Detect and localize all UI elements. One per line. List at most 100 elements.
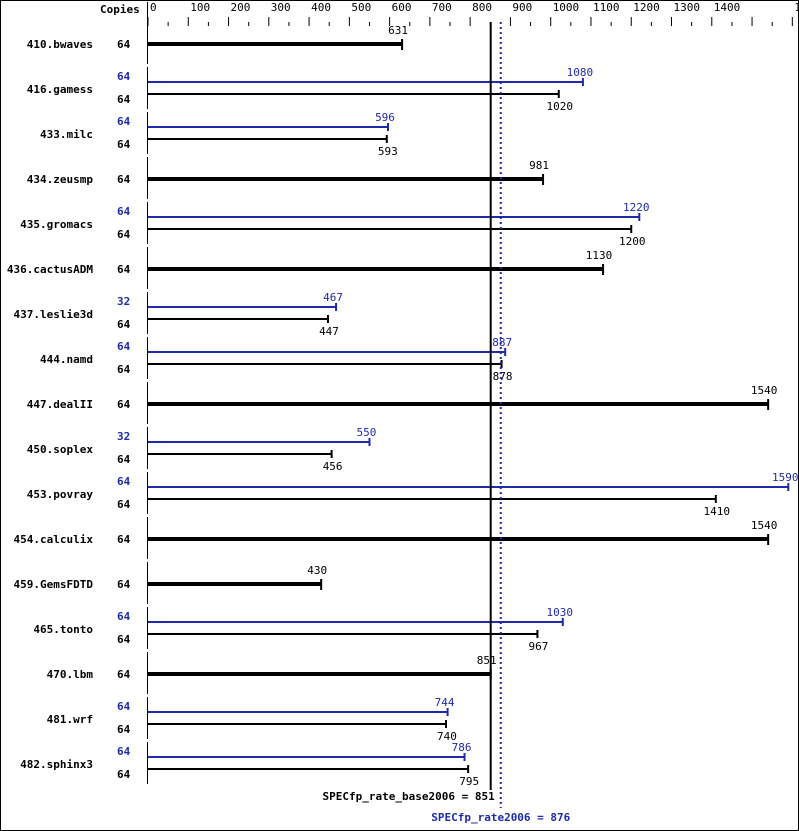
base-copies: 64 — [117, 363, 131, 376]
x-tick-label: 1200 — [633, 1, 660, 14]
copies-header: Copies — [100, 3, 140, 16]
base-copies: 64 — [117, 723, 131, 736]
benchmark-label: 454.calculix — [14, 533, 94, 546]
base-bar — [148, 537, 769, 541]
benchmark-label: 410.bwaves — [27, 38, 93, 51]
benchmark-row: 435.gromacs 64 64 1220 1200 — [20, 201, 649, 248]
peak-value: 786 — [452, 741, 472, 754]
base-value: 593 — [378, 145, 398, 158]
peak-value: 550 — [357, 426, 377, 439]
x-tick-label: 300 — [271, 1, 291, 14]
base-value: 430 — [307, 564, 327, 577]
base-copies: 64 — [117, 173, 131, 186]
peak-copies: 32 — [117, 295, 130, 308]
benchmark-label: 470.lbm — [47, 668, 94, 681]
benchmark-row: 465.tonto 64 64 1030 967 — [33, 606, 573, 653]
peak-copies: 32 — [117, 430, 130, 443]
base-copies: 64 — [117, 633, 131, 646]
benchmark-row: 436.cactusADM 64 1130 — [7, 247, 612, 289]
base-value: 1130 — [586, 249, 613, 262]
benchmark-label: 481.wrf — [47, 713, 93, 726]
benchmark-label: 465.tonto — [33, 623, 93, 636]
benchmark-label: 437.leslie3d — [14, 308, 93, 321]
benchmark-label: 434.zeusmp — [27, 173, 94, 186]
base-copies: 64 — [117, 228, 131, 241]
peak-value: 744 — [435, 696, 455, 709]
peak-copies: 64 — [117, 115, 131, 128]
base-copies: 64 — [117, 93, 131, 106]
benchmark-label: 459.GemsFDTD — [14, 578, 94, 591]
base-copies: 64 — [117, 263, 131, 276]
x-tick-label: 1600 — [794, 1, 799, 14]
base-value: 447 — [319, 325, 339, 338]
benchmark-row: 450.soplex 32 64 550 456 — [27, 426, 377, 473]
base-copies: 64 — [117, 498, 131, 511]
base-bar — [148, 402, 769, 406]
peak-copies: 64 — [117, 610, 131, 623]
peak-value: 467 — [323, 291, 343, 304]
x-tick-label: 1400 — [714, 1, 741, 14]
benchmark-row: 434.zeusmp 64 981 — [27, 157, 549, 199]
benchmark-label: 416.gamess — [27, 83, 93, 96]
benchmark-row: 454.calculix 64 1540 — [14, 517, 778, 559]
peak-copies: 64 — [117, 700, 131, 713]
peak-copies: 64 — [117, 205, 131, 218]
base-bar — [148, 42, 403, 46]
base-value: 967 — [528, 640, 548, 653]
peak-copies: 64 — [117, 340, 131, 353]
base-value: 631 — [388, 24, 408, 37]
peak-copies: 64 — [117, 745, 131, 758]
x-tick-label: 1300 — [674, 1, 701, 14]
base-bar — [148, 672, 491, 676]
benchmark-label: 447.dealII — [27, 398, 93, 411]
peak-copies: 64 — [117, 475, 131, 488]
benchmark-label: 482.sphinx3 — [20, 758, 93, 771]
base-copies: 64 — [117, 138, 131, 151]
benchmark-label: 450.soplex — [27, 443, 94, 456]
peak-value: 596 — [375, 111, 395, 124]
base-copies: 64 — [117, 453, 131, 466]
x-tick-label: 0 — [150, 1, 157, 14]
base-copies: 64 — [117, 38, 131, 51]
base-copies: 64 — [117, 318, 131, 331]
peak-value: 1080 — [567, 66, 594, 79]
benchmark-row: 444.namd 64 64 887 878 — [40, 336, 512, 383]
benchmark-row: 482.sphinx3 64 64 786 795 — [20, 741, 479, 788]
peak-metric-label: SPECfp_rate2006 = 876 — [431, 811, 570, 824]
benchmark-row: 447.dealII 64 1540 — [27, 382, 778, 424]
base-bar — [148, 177, 544, 181]
benchmark-label: 453.povray — [27, 488, 94, 501]
base-copies: 64 — [117, 398, 131, 411]
base-value: 1540 — [751, 384, 778, 397]
peak-value: 1590 — [772, 471, 799, 484]
x-tick-label: 700 — [432, 1, 452, 14]
benchmark-row: 410.bwaves 64 631 — [27, 22, 408, 64]
peak-value: 887 — [492, 336, 512, 349]
base-copies: 64 — [117, 668, 131, 681]
peak-copies: 64 — [117, 70, 131, 83]
base-value: 1200 — [619, 235, 646, 248]
x-tick-label: 200 — [231, 1, 251, 14]
base-value: 1020 — [547, 100, 574, 113]
base-value: 1540 — [751, 519, 778, 532]
benchmark-row: 437.leslie3d 32 64 467 447 — [14, 291, 343, 338]
x-tick-label: 1000 — [553, 1, 580, 14]
x-tick-label: 500 — [351, 1, 371, 14]
peak-value: 1220 — [623, 201, 650, 214]
x-tick-label: 100 — [190, 1, 210, 14]
x-tick-label: 900 — [512, 1, 532, 14]
benchmark-label: 436.cactusADM — [7, 263, 93, 276]
benchmark-row: 459.GemsFDTD 64 430 — [14, 562, 327, 604]
benchmark-label: 433.milc — [40, 128, 93, 141]
base-value: 795 — [459, 775, 479, 788]
base-value: 851 — [477, 654, 497, 667]
benchmark-label: 435.gromacs — [20, 218, 93, 231]
base-copies: 64 — [117, 533, 131, 546]
x-tick-label: 400 — [311, 1, 331, 14]
peak-value: 1030 — [547, 606, 574, 619]
base-bar — [148, 267, 604, 271]
base-metric-label: SPECfp_rate_base2006 = 851 — [323, 790, 496, 803]
base-value: 878 — [493, 370, 513, 383]
base-value: 1410 — [704, 505, 731, 518]
